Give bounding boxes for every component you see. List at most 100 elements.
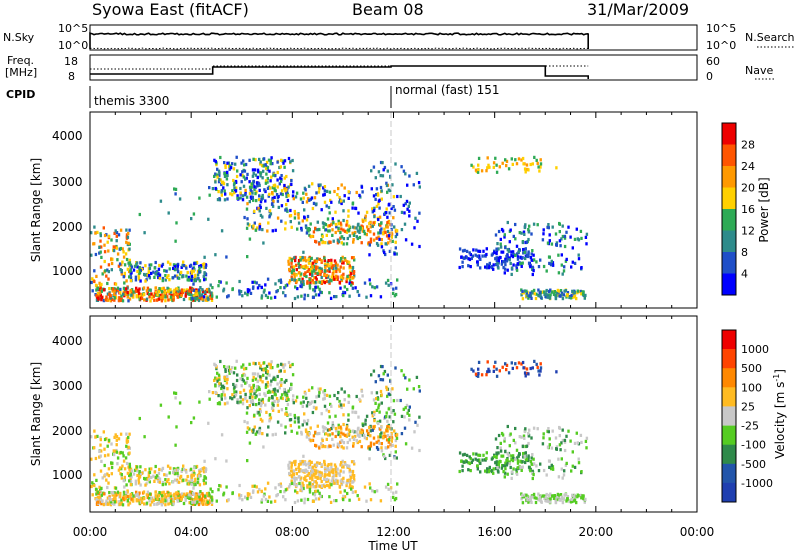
data-cell [299, 462, 302, 466]
data-cell [286, 198, 290, 203]
data-cell [514, 158, 517, 162]
data-cell [514, 426, 517, 431]
data-cell [172, 289, 175, 293]
data-cell [512, 234, 515, 238]
data-cell [300, 489, 304, 493]
data-cell [196, 273, 200, 277]
data-cell [251, 400, 254, 404]
data-cell [227, 165, 231, 169]
data-cell [367, 241, 370, 245]
data-cell [296, 499, 300, 503]
data-cell [525, 495, 528, 499]
data-cell [128, 258, 131, 262]
data-cell [105, 274, 108, 278]
data-cell [322, 186, 325, 190]
data-cell [106, 292, 110, 296]
data-cell [240, 161, 243, 165]
data-cell [128, 228, 131, 232]
data-cell [238, 289, 241, 293]
data-cell [190, 473, 193, 477]
data-cell [322, 426, 326, 430]
data-cell [144, 477, 147, 481]
data-cell [301, 255, 304, 260]
data-cell [190, 272, 194, 276]
data-cell [311, 499, 315, 503]
data-cell [164, 482, 167, 486]
data-cell [209, 487, 212, 491]
data-cell [144, 264, 147, 268]
data-cell [348, 468, 351, 472]
data-cell [563, 438, 567, 442]
data-cell [109, 296, 113, 300]
data-cell [268, 396, 271, 400]
data-cell [246, 459, 249, 463]
data-cell [261, 400, 265, 404]
data-cell [99, 443, 102, 447]
data-cell [124, 496, 127, 500]
data-cell [504, 259, 507, 264]
data-cell [350, 283, 353, 287]
data-cell [494, 233, 498, 237]
data-cell [538, 291, 541, 296]
data-cell [297, 420, 300, 424]
data-cell [223, 189, 226, 193]
data-cell [241, 173, 244, 178]
data-cell [299, 258, 302, 262]
data-cell [109, 294, 112, 298]
data-cell [290, 265, 293, 269]
data-cell [137, 291, 141, 295]
data-cell [352, 460, 355, 464]
data-cell [345, 277, 348, 281]
data-cell [264, 383, 268, 387]
data-cell [296, 227, 299, 231]
data-cell [548, 239, 551, 243]
data-cell [500, 250, 503, 254]
data-cell [223, 161, 226, 165]
data-cell [310, 460, 313, 464]
data-cell [383, 227, 386, 231]
data-cell [271, 366, 274, 370]
data-cell [183, 492, 186, 496]
data-cell [320, 484, 324, 488]
data-cell [495, 467, 498, 471]
data-cell [333, 393, 336, 398]
data-cell [138, 266, 141, 270]
data-cell [295, 395, 299, 399]
data-cell [110, 238, 113, 242]
freq-tick-bottom: 8 [68, 70, 75, 83]
data-cell [566, 498, 569, 502]
data-cell [347, 400, 350, 404]
data-cell [547, 459, 551, 463]
data-cell [334, 263, 338, 267]
data-cell [252, 402, 255, 406]
data-cell [320, 208, 323, 212]
data-cell [318, 491, 321, 495]
data-cell [287, 156, 291, 161]
data-cell [375, 489, 379, 493]
time-tick-label: 20:00 [579, 525, 614, 539]
data-cell [357, 293, 361, 297]
data-cell [176, 466, 180, 470]
data-cell [501, 454, 505, 458]
data-cell [172, 298, 175, 302]
data-cell [525, 444, 528, 448]
data-cell [303, 497, 306, 501]
data-cell [279, 369, 282, 373]
data-cell [512, 456, 515, 460]
data-cell [340, 439, 344, 443]
data-cell [259, 205, 262, 210]
data-cell [392, 205, 395, 209]
data-cell [295, 273, 298, 277]
data-cell [126, 490, 129, 494]
data-cell [418, 389, 421, 393]
data-cell [408, 174, 411, 178]
data-cell [462, 256, 465, 260]
data-cell [124, 252, 128, 256]
data-cell [256, 388, 259, 392]
data-cell [311, 474, 314, 478]
data-cell [522, 248, 525, 252]
data-cell [259, 366, 262, 370]
data-cell [155, 298, 159, 302]
data-cell [185, 266, 188, 270]
data-cell [216, 198, 220, 202]
